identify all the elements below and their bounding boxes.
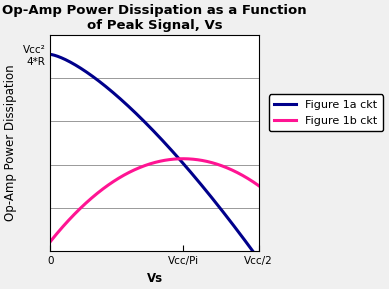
Figure 1a ckt: [200, 184, 204, 187]
Figure 1b ckt: [256, 184, 261, 188]
Legend: Figure 1a ckt, Figure 1b ckt: Figure 1a ckt, Figure 1b ckt: [268, 95, 383, 131]
Figure 1b ckt: [116, 177, 121, 180]
Figure 1a ckt: [131, 109, 135, 112]
Y-axis label: Op-Amp Power Dissipation: Op-Amp Power Dissipation: [4, 65, 17, 221]
Figure 1a ckt: [256, 257, 261, 261]
Figure 1a ckt: [73, 63, 78, 67]
Figure 1a ckt: [179, 160, 184, 163]
Figure 1b ckt: [73, 212, 78, 215]
Line: Figure 1a ckt: Figure 1a ckt: [50, 54, 259, 259]
Figure 1a ckt: [48, 53, 53, 56]
X-axis label: Vs: Vs: [147, 272, 163, 285]
Figure 1a ckt: [198, 182, 203, 186]
Title: Op-Amp Power Dissipation as a Function
of Peak Signal, Vs: Op-Amp Power Dissipation as a Function o…: [2, 4, 307, 32]
Figure 1b ckt: [200, 159, 205, 162]
Figure 1b ckt: [181, 157, 186, 160]
Figure 1b ckt: [179, 157, 184, 160]
Figure 1a ckt: [116, 95, 121, 99]
Figure 1b ckt: [48, 240, 53, 243]
Line: Figure 1b ckt: Figure 1b ckt: [50, 159, 259, 242]
Figure 1b ckt: [199, 159, 204, 162]
Figure 1b ckt: [131, 169, 135, 172]
